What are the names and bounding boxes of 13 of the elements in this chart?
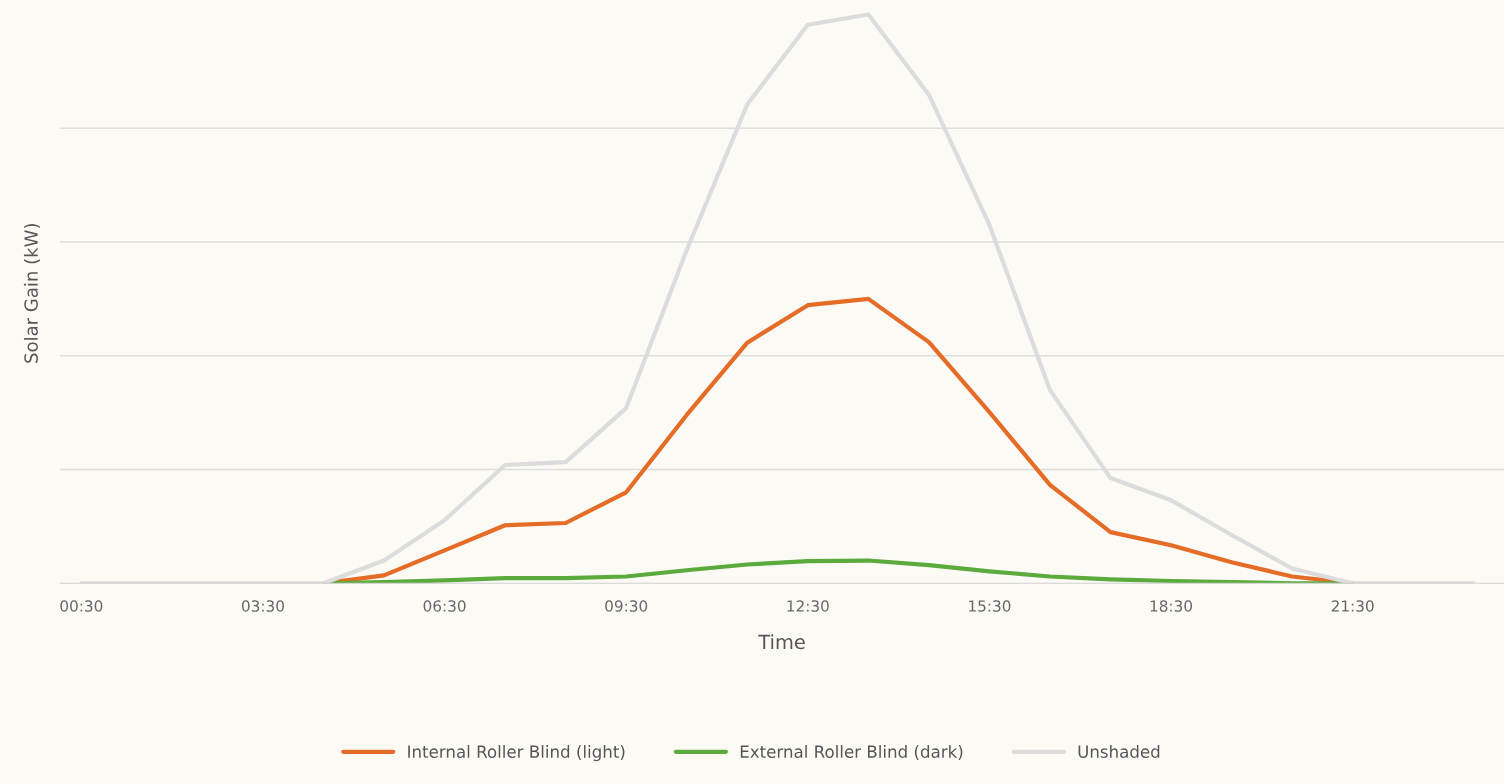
x-tick-label: 09:30 bbox=[605, 600, 648, 612]
legend-label: Internal Roller Blind (light) bbox=[408, 745, 625, 762]
x-axis-title: Time bbox=[758, 634, 805, 650]
x-tick-label: 00:30 bbox=[60, 600, 103, 612]
x-tick-label: 06:30 bbox=[423, 600, 466, 612]
x-tick-label: 18:30 bbox=[1150, 600, 1193, 612]
x-tick-label: 21:30 bbox=[1331, 600, 1374, 612]
legend-label: Unshaded bbox=[1078, 745, 1160, 758]
x-tick-label: 12:30 bbox=[787, 600, 829, 612]
x-tick-label: 03:30 bbox=[241, 600, 284, 612]
legend-label: External Roller Blind (dark) bbox=[740, 745, 963, 760]
y-axis-title: Solar Gain (kW) bbox=[23, 224, 41, 363]
x-tick-label: 15:30 bbox=[969, 600, 1011, 612]
